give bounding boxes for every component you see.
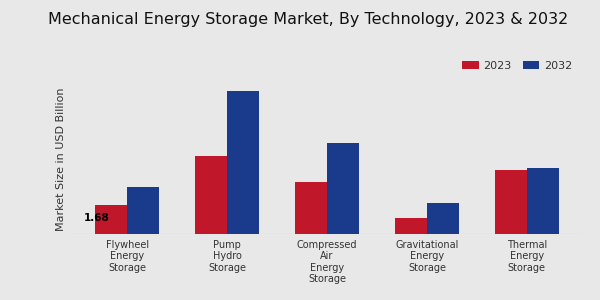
Bar — [227, 91, 259, 234]
Bar — [95, 205, 127, 234]
Legend: 2023, 2032: 2023, 2032 — [458, 57, 577, 76]
Bar — [395, 218, 427, 234]
Text: 1.68: 1.68 — [83, 213, 109, 223]
Bar — [195, 156, 227, 234]
Bar — [327, 143, 359, 234]
Bar — [527, 168, 559, 234]
Bar — [427, 202, 459, 234]
Y-axis label: Market Size in USD Billion: Market Size in USD Billion — [56, 87, 67, 231]
Bar — [127, 187, 159, 234]
Text: Mechanical Energy Storage Market, By Technology, 2023 & 2032: Mechanical Energy Storage Market, By Tec… — [48, 12, 568, 27]
Bar — [295, 182, 327, 234]
Bar — [495, 169, 527, 234]
